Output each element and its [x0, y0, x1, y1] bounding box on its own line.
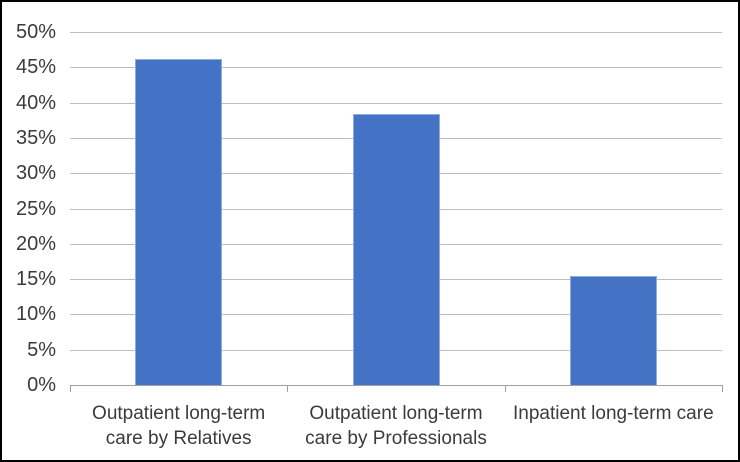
y-axis-tick-label: 45% — [15, 56, 56, 79]
x-axis-category-label: Outpatient long-term care by Relatives — [92, 403, 266, 449]
gridline — [70, 67, 722, 69]
y-axis-tick-label: 20% — [15, 232, 56, 255]
x-axis-tick-mark — [505, 385, 506, 392]
x-axis-category-label: Inpatient long-term care — [512, 403, 714, 424]
x-axis-tick-mark — [722, 385, 723, 392]
plot-area — [70, 32, 722, 386]
gridline — [70, 102, 722, 104]
gridline — [70, 32, 722, 33]
x-axis-category-label: Outpatient long-term care by Professional… — [305, 403, 487, 449]
y-axis-tick-label: 10% — [15, 303, 56, 326]
y-axis-tick-label: 30% — [15, 162, 56, 185]
y-axis-tick-label: 0% — [27, 374, 56, 396]
y-axis-tick-label: 35% — [15, 126, 56, 149]
y-axis-tick-label: 25% — [15, 197, 56, 220]
x-axis-tick-mark — [70, 385, 71, 392]
y-axis-tick-label: 50% — [15, 21, 56, 43]
y-axis-tick-label: 15% — [15, 268, 56, 291]
y-axis-tick-label: 40% — [15, 91, 56, 114]
bar-1 — [135, 58, 222, 385]
y-axis-tick-label: 5% — [27, 338, 56, 361]
bar-2 — [353, 113, 440, 385]
x-axis-tick-mark — [287, 385, 288, 392]
bar-3 — [570, 276, 657, 385]
